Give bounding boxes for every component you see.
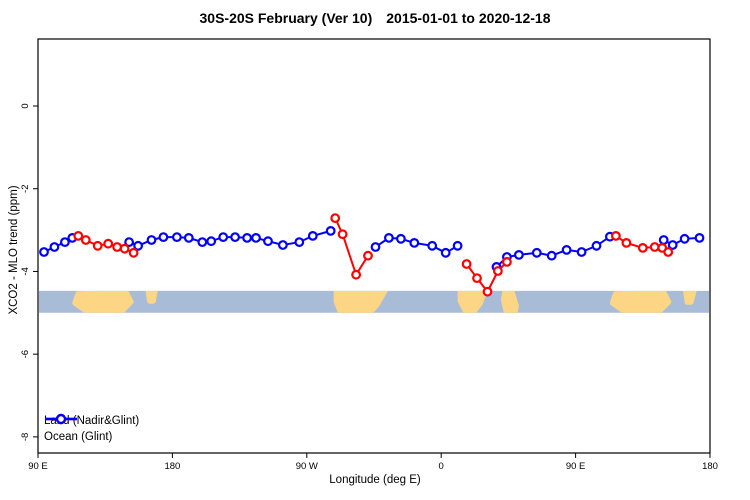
- data-point: [396, 233, 406, 244]
- x-tick-label: 180: [702, 461, 718, 472]
- data-point: [133, 240, 144, 251]
- y-tick-label: 0: [20, 103, 31, 108]
- data-point: [330, 213, 341, 224]
- y-tick-label: -4: [20, 267, 31, 275]
- data-point: [325, 225, 336, 236]
- x-tick-label: 90 W: [296, 461, 318, 472]
- x-axis-label: Longitude (deg E): [329, 474, 421, 486]
- x-tick-label: 0: [439, 461, 444, 472]
- chart-title: 30S-20S February (Ver 10) 2015-01-01 to 2…: [0, 10, 750, 26]
- data-point: [39, 247, 49, 257]
- data-point: [370, 242, 381, 252]
- data-point: [128, 247, 139, 258]
- data-point: [49, 242, 60, 252]
- data-point: [197, 237, 208, 248]
- chart-title-range: 30S-20S February (Ver 10): [199, 10, 373, 26]
- data-point: [514, 249, 524, 260]
- data-point: [502, 257, 512, 267]
- data-point: [427, 240, 438, 251]
- x-tick-label: 90 E: [566, 461, 586, 472]
- data-point: [658, 235, 669, 245]
- x-tick-label: 180: [164, 461, 180, 472]
- data-point: [649, 242, 660, 252]
- data-point: [482, 286, 493, 297]
- data-point: [531, 247, 542, 258]
- data-point: [679, 233, 690, 244]
- data-point: [493, 266, 503, 276]
- data-point: [183, 232, 194, 243]
- data-point: [124, 237, 135, 248]
- data-point: [80, 235, 91, 245]
- data-point: [591, 240, 602, 251]
- data-point: [206, 236, 217, 247]
- data-point: [409, 237, 420, 248]
- y-tick-label: -6: [20, 350, 31, 358]
- x-tick-label: 90 E: [28, 461, 48, 472]
- data-point: [119, 243, 130, 254]
- data-point: [242, 232, 253, 243]
- data-point: [251, 232, 261, 243]
- map-band-land-south-america: [333, 290, 388, 313]
- chart-title-dates: 2015-01-01 to 2020-12-18: [386, 10, 551, 26]
- y-axis-label: XCO2 - MLO trend (ppm): [8, 185, 20, 315]
- data-point: [112, 242, 122, 252]
- data-point: [637, 242, 648, 253]
- data-point: [92, 240, 103, 251]
- data-point: [146, 235, 157, 245]
- data-point: [351, 269, 362, 280]
- data-point: [73, 230, 84, 241]
- data-point: [667, 240, 678, 250]
- data-point: [60, 237, 70, 248]
- y-tick-label: -8: [20, 433, 31, 441]
- data-point: [461, 259, 472, 269]
- data-point: [218, 232, 229, 243]
- data-point: [561, 244, 572, 255]
- legend-label: Ocean (Glint): [44, 431, 113, 443]
- data-point: [694, 232, 705, 243]
- series-line: [334, 217, 369, 278]
- map-band-land-madagascar: [500, 290, 519, 313]
- data-point: [363, 250, 373, 261]
- data-point: [546, 250, 557, 261]
- legend-item-ocean-glint-: Ocean (Glint): [44, 413, 139, 445]
- data-point: [230, 232, 241, 243]
- data-point: [621, 237, 632, 248]
- data-point: [307, 230, 318, 241]
- data-point: [440, 247, 451, 258]
- legend: Land (Nadir&Glint) Ocean (Glint): [44, 413, 139, 445]
- data-point: [452, 240, 463, 251]
- legend-marker-icon: [45, 413, 77, 425]
- data-point: [103, 238, 114, 249]
- map-band-land-australia: [72, 290, 134, 313]
- data-point: [576, 247, 587, 257]
- map-band-land-new-caledonia: [145, 290, 158, 304]
- plot-frame: [37, 38, 711, 454]
- series-land-nadir-glint-: [73, 213, 674, 297]
- data-point: [611, 230, 621, 241]
- series-ocean-glint-: [39, 225, 705, 272]
- data-point: [278, 240, 288, 250]
- y-tick-label: -2: [20, 184, 31, 192]
- data-point: [337, 229, 348, 240]
- data-point: [294, 237, 305, 248]
- data-point: [384, 232, 394, 243]
- data-point: [171, 232, 182, 243]
- data-point: [472, 273, 482, 284]
- data-point: [158, 232, 169, 243]
- data-point: [663, 247, 674, 257]
- map-band-land-new-caledonia-2: [683, 290, 697, 305]
- map-band-land-australia-2: [609, 290, 672, 313]
- series-line: [663, 236, 700, 247]
- data-point: [263, 236, 273, 247]
